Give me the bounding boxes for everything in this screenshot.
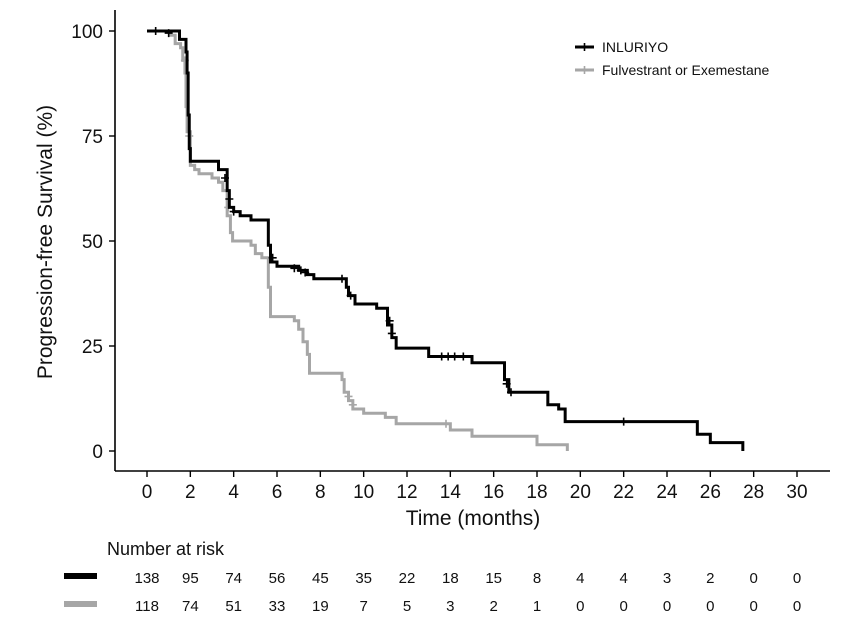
x-axis-ticks: 0 2 4 6 8 10 12 14 16 18 20 22 24 26 28 30 bbox=[142, 471, 808, 503]
x-tick-label: 14 bbox=[440, 482, 462, 503]
x-tick-label: 26 bbox=[700, 482, 721, 503]
legend-label: Fulvestrant or Exemestane bbox=[602, 62, 770, 78]
x-tick-label: 18 bbox=[526, 482, 547, 503]
risk-count: 74 bbox=[182, 598, 199, 615]
censor-mark bbox=[338, 274, 346, 283]
number-at-risk-title: Number at risk bbox=[107, 539, 225, 559]
x-tick-label: 12 bbox=[396, 482, 417, 503]
censor-mark bbox=[229, 207, 238, 216]
risk-count: 0 bbox=[706, 598, 714, 615]
x-tick-label: 28 bbox=[743, 482, 764, 503]
x-tick-label: 16 bbox=[483, 482, 504, 503]
risk-count: 35 bbox=[355, 570, 372, 587]
censor-mark bbox=[387, 329, 396, 338]
risk-count: 33 bbox=[269, 598, 286, 615]
risk-count: 95 bbox=[182, 570, 199, 587]
risk-count: 0 bbox=[576, 598, 584, 615]
risk-count: 0 bbox=[749, 598, 757, 615]
risk-count: 8 bbox=[533, 570, 541, 587]
x-tick-label: 10 bbox=[353, 482, 374, 503]
risk-count: 1 bbox=[533, 598, 541, 615]
risk-count: 74 bbox=[225, 570, 242, 587]
x-tick-label: 20 bbox=[570, 482, 591, 503]
series-layer bbox=[147, 27, 745, 451]
censor-mark bbox=[301, 268, 310, 277]
risk-count: 0 bbox=[749, 570, 757, 587]
risk-count: 2 bbox=[706, 570, 714, 587]
series-line-comparator bbox=[147, 29, 569, 451]
number-at-risk-table: Number at risk 138 95 74 56 45 35 22 18 15 8 4 4 3 2 0… bbox=[64, 539, 801, 615]
risk-count: 4 bbox=[576, 570, 584, 587]
y-axis-ticks: 0 25 50 75 100 bbox=[71, 22, 115, 463]
risk-count: 0 bbox=[663, 598, 671, 615]
x-tick-label: 30 bbox=[786, 482, 807, 503]
x-tick-label: 2 bbox=[185, 482, 196, 503]
x-tick-label: 8 bbox=[315, 482, 326, 503]
legend-label: INLURIYO bbox=[602, 39, 668, 55]
y-tick-label: 25 bbox=[82, 337, 103, 358]
risk-count: 0 bbox=[619, 598, 627, 615]
legend: INLURIYO Fulvestrant or Exemestane bbox=[575, 39, 770, 78]
risk-count: 56 bbox=[269, 570, 286, 587]
censor-mark bbox=[344, 392, 353, 401]
x-tick-label: 4 bbox=[228, 482, 239, 503]
censor-mark bbox=[502, 379, 511, 388]
risk-count: 3 bbox=[663, 570, 671, 587]
risk-count: 5 bbox=[403, 598, 411, 615]
series-line-inluriyo bbox=[147, 29, 745, 451]
x-tick-label: 22 bbox=[613, 482, 634, 503]
x-tick-label: 24 bbox=[656, 482, 678, 503]
y-axis-title: Progression-free Survival (%) bbox=[34, 105, 57, 379]
risk-count: 0 bbox=[793, 598, 801, 615]
y-tick-label: 75 bbox=[82, 127, 103, 148]
risk-count: 138 bbox=[134, 570, 159, 587]
risk-count: 3 bbox=[446, 598, 454, 615]
risk-count: 4 bbox=[619, 570, 627, 587]
risk-count: 7 bbox=[359, 598, 367, 615]
censor-mark bbox=[290, 264, 299, 273]
risk-count: 0 bbox=[793, 570, 801, 587]
risk-count: 45 bbox=[312, 570, 329, 587]
censor-mark bbox=[385, 316, 394, 325]
censor-mark bbox=[164, 29, 173, 38]
censor-mark bbox=[221, 174, 229, 182]
x-tick-label: 6 bbox=[272, 482, 283, 503]
censor-mark bbox=[450, 352, 459, 361]
censor-mark bbox=[346, 291, 355, 300]
censor-mark bbox=[225, 195, 234, 203]
censor-mark bbox=[296, 266, 305, 275]
risk-count: 18 bbox=[442, 570, 459, 587]
censor-mark bbox=[268, 253, 277, 262]
risk-count: 15 bbox=[485, 570, 502, 587]
censor-mark bbox=[348, 400, 357, 409]
risk-count: 19 bbox=[312, 598, 329, 615]
y-tick-label: 0 bbox=[92, 442, 103, 463]
y-tick-label: 50 bbox=[82, 232, 103, 253]
censor-mark bbox=[442, 419, 450, 428]
censor-mark bbox=[151, 27, 160, 35]
risk-count: 2 bbox=[489, 598, 497, 615]
censor-mark bbox=[619, 417, 628, 426]
y-tick-label: 100 bbox=[71, 22, 103, 43]
x-tick-label: 0 bbox=[142, 482, 153, 503]
risk-count: 51 bbox=[225, 598, 242, 615]
risk-count: 118 bbox=[135, 598, 159, 615]
risk-count: 22 bbox=[399, 570, 416, 587]
x-axis-title: Time (months) bbox=[406, 507, 541, 530]
censor-mark bbox=[507, 388, 515, 397]
censor-mark bbox=[459, 352, 468, 361]
